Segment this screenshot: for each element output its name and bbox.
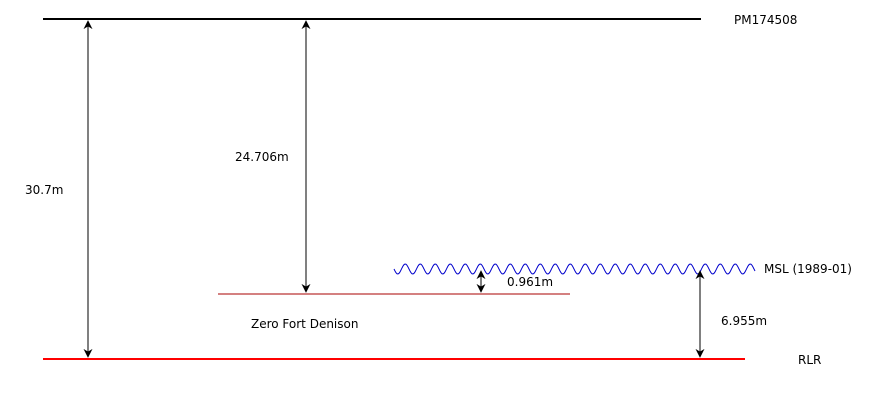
zfd-level-label: Zero Fort Denison bbox=[251, 317, 358, 331]
pm-level-label: PM174508 bbox=[734, 13, 797, 27]
msl-wave-line bbox=[393, 263, 756, 275]
msl-level-label: MSL (1989-01) bbox=[764, 262, 852, 276]
msl-to-rlr-value: 6.955m bbox=[721, 314, 767, 328]
zfd-to-msl-value: 0.961m bbox=[507, 275, 553, 289]
pm-to-zfd-value: 24.706m bbox=[235, 150, 289, 164]
pm-to-rlr-value: 30.7m bbox=[25, 183, 63, 197]
rlr-level-label: RLR bbox=[798, 353, 821, 367]
